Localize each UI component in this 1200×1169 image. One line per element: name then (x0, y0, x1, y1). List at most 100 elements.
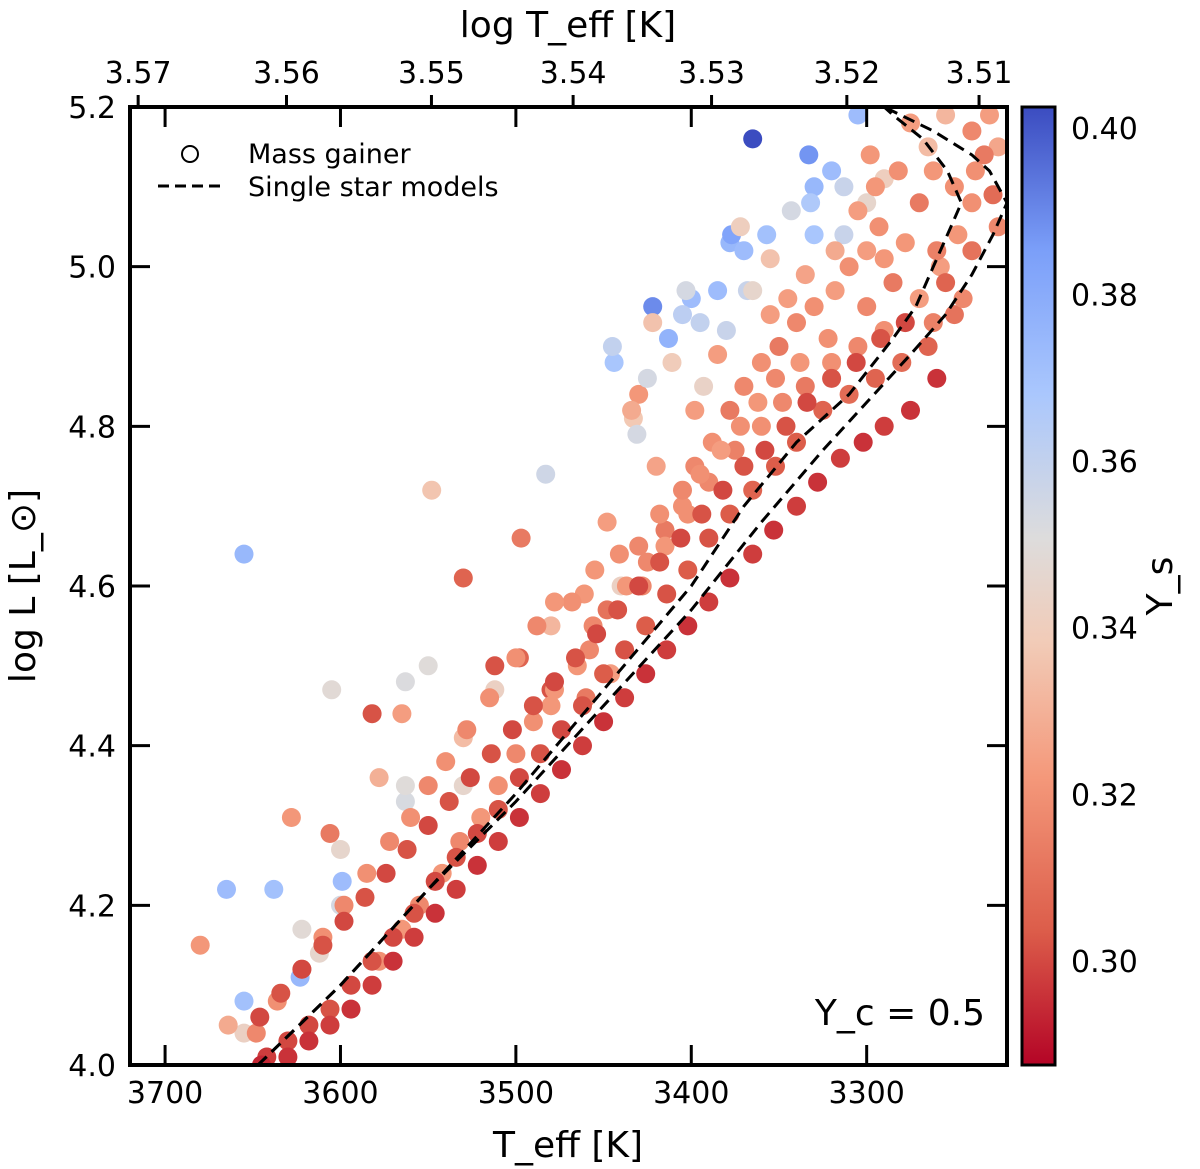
data-point (523, 712, 543, 732)
data-point (848, 107, 868, 125)
single-star-model-line (256, 107, 964, 1065)
data-point (804, 225, 824, 245)
data-point (671, 528, 691, 548)
data-point (795, 265, 815, 285)
data-point (848, 337, 868, 356)
data-point (594, 664, 614, 684)
data-point (357, 863, 377, 883)
data-point (246, 1023, 266, 1043)
data-point (839, 257, 859, 277)
legend: Mass gainer Single star models (158, 139, 499, 203)
data-point (530, 784, 550, 804)
data-point (678, 616, 698, 636)
data-point (545, 592, 564, 612)
data-point (936, 273, 956, 293)
data-point (250, 1007, 270, 1027)
data-point (962, 193, 982, 213)
data-point (760, 305, 780, 325)
y-tick-label: 4.4 (68, 730, 116, 765)
data-point (708, 281, 728, 301)
data-point (655, 520, 675, 540)
y-tick-label: 4.0 (68, 1049, 116, 1084)
legend-mass-gainer-label: Mass gainer (248, 139, 411, 170)
data-point (627, 424, 647, 444)
data-point (708, 345, 728, 364)
data-point (730, 416, 750, 436)
colorbar-tick-label: 0.36 (1071, 445, 1138, 480)
data-point (751, 353, 771, 372)
data-point (857, 241, 877, 261)
data-point (743, 281, 763, 301)
data-point (467, 855, 487, 875)
data-point (341, 999, 361, 1019)
top-tick-label: 3.57 (105, 56, 172, 91)
legend-mass-gainer-marker (181, 145, 199, 163)
yc-annotation: Y_c = 0.5 (814, 993, 985, 1034)
data-point (218, 1015, 238, 1035)
data-point (488, 800, 508, 819)
data-point (395, 776, 415, 796)
x-axis-title: T_eff [K] (492, 1125, 643, 1166)
data-point (869, 217, 889, 237)
data-point (734, 376, 754, 396)
data-point (713, 480, 733, 500)
top-tick-label: 3.51 (946, 56, 1013, 91)
data-point (804, 297, 824, 317)
colorbar: Y_s (1020, 105, 1181, 1067)
data-point (392, 704, 412, 724)
data-point (622, 400, 642, 420)
data-point (923, 161, 943, 181)
data-point (778, 289, 798, 309)
data-point (692, 504, 712, 524)
data-point (795, 376, 815, 396)
data-point (401, 808, 421, 827)
data-point (923, 313, 943, 333)
data-point (909, 193, 929, 213)
data-point (883, 273, 903, 293)
data-point (730, 217, 750, 237)
legend-single-star-label: Single star models (248, 172, 499, 203)
single-star-model-lines (256, 107, 1007, 1065)
data-point (643, 313, 663, 333)
data-point (659, 329, 678, 348)
data-point (776, 416, 796, 436)
data-point (404, 927, 424, 947)
data-point (678, 504, 698, 524)
y-tick-label: 4.6 (68, 570, 116, 605)
data-point (552, 720, 571, 740)
data-point (962, 241, 982, 261)
data-point (895, 233, 915, 253)
data-point (865, 177, 885, 197)
data-point (422, 480, 442, 500)
single-star-model-line (256, 107, 1007, 1065)
data-point (636, 616, 656, 636)
plot-frame (128, 105, 1009, 1067)
data-point (460, 768, 480, 788)
colorbar-tick-label: 0.30 (1071, 945, 1138, 980)
data-point (383, 951, 403, 971)
data-point (334, 895, 354, 915)
data-point (787, 496, 806, 516)
data-point (655, 536, 675, 556)
data-point (834, 225, 854, 245)
data-point (395, 672, 415, 692)
y-tick-label: 4.8 (68, 410, 116, 445)
data-point (334, 911, 354, 931)
data-point (481, 744, 501, 764)
top-tick-label: 3.55 (398, 56, 465, 91)
data-point (541, 696, 561, 716)
data-point (769, 337, 789, 356)
data-point (530, 744, 550, 764)
data-point (380, 832, 400, 851)
data-point (888, 161, 908, 181)
data-point (299, 1031, 319, 1051)
data-point (822, 368, 842, 388)
data-point (865, 368, 885, 388)
data-point (278, 1047, 298, 1065)
data-point (918, 337, 938, 356)
data-point (436, 752, 456, 772)
data-point (725, 440, 745, 460)
data-point (523, 696, 543, 716)
colorbar-tick-label: 0.32 (1071, 778, 1138, 813)
